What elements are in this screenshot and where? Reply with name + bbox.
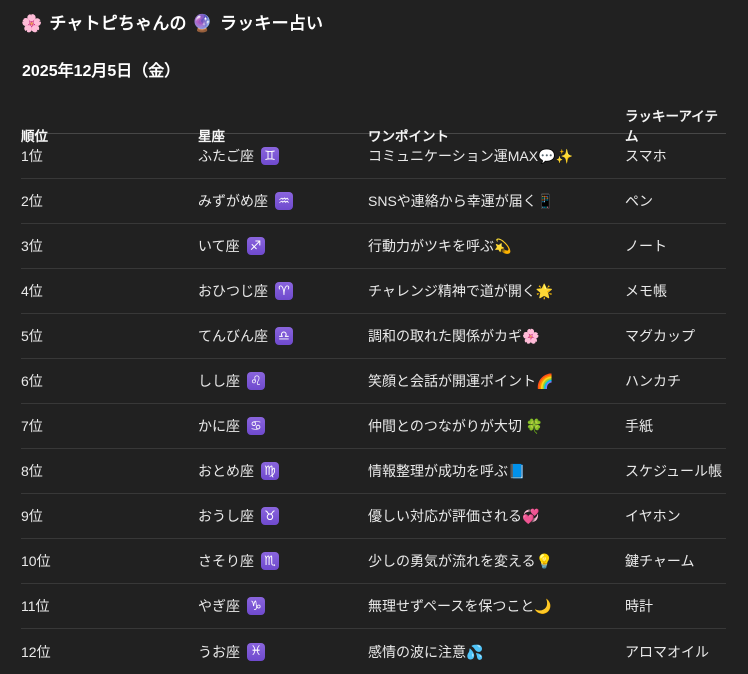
table-row: 12位 うお座 ♓ 感情の波に注意💦 アロマオイル [21,629,726,674]
item-cell: ハンカチ [625,373,681,389]
fortune-table: 順位 星座 ワンポイント ラッキーアイテム 1位 ふたご座 ♊ コミュニケーショ… [21,96,726,674]
sign-name: おとめ座 [198,463,254,479]
page-title-text: チャトピちゃんの [49,14,187,33]
table-row: 8位 おとめ座 ♍ 情報整理が成功を呼ぶ📘 スケジュール帳 [21,449,726,494]
table-row: 7位 かに座 ♋ 仲間とのつながりが大切 🍀 手紙 [21,404,726,449]
point-cell: 感情の波に注意💦 [368,643,484,660]
item-cell: マグカップ [625,328,695,344]
rank-cell: 6位 [21,373,43,389]
column-header-item: ラッキーアイテム [625,109,719,144]
point-cell: 優しい対応が評価される💞 [368,508,540,524]
point-cell: 笑顔と会話が開運ポイント🌈 [368,373,554,389]
table-row: 3位 いて座 ♐ 行動力がツキを呼ぶ💫 ノート [21,224,726,269]
sign-name: しし座 [198,373,240,389]
sign-cell: おひつじ座 ♈ [198,281,368,301]
libra-zodiac-icon: ♎ [275,327,293,345]
table-row: 1位 ふたご座 ♊ コミュニケーション運MAX💬✨ スマホ [21,134,726,179]
sign-name: みずがめ座 [198,193,268,209]
point-cell: チャレンジ精神で道が開く🌟 [368,283,554,299]
rank-cell: 10位 [21,553,51,569]
aries-zodiac-icon: ♈ [275,282,293,300]
table-header-row: 順位 星座 ワンポイント ラッキーアイテム [21,96,726,144]
gemini-zodiac-icon: ♊ [261,147,279,165]
point-cell: 少しの勇気が流れを変える💡 [368,553,554,569]
sagittarius-zodiac-icon: ♐ [246,237,265,255]
point-cell: 情報整理が成功を呼ぶ📘 [368,463,526,479]
virgo-zodiac-icon: ♍ [261,462,279,480]
leo-zodiac-icon: ♌ [247,372,265,390]
sign-cell: おとめ座 ♍ [198,461,368,481]
point-cell: 調和の取れた関係がカギ🌸 [368,328,540,344]
cancer-zodiac-icon: ♋ [247,417,265,435]
scorpio-zodiac-icon: ♏ [261,552,279,570]
rank-cell: 5位 [21,328,43,344]
point-cell: コミュニケーション運MAX💬✨ [368,148,573,164]
table-row: 11位 やぎ座 ♑ 無理せずペースを保つこと🌙 時計 [21,584,726,629]
sign-cell: かに座 ♋ [198,416,368,436]
page-title: 🌸 チャトピちゃんの 🔮 ラッキー占い [21,12,726,36]
sign-name: ふたご座 [198,148,254,164]
aquarius-zodiac-icon: ♒ [275,192,293,210]
rank-cell: 2位 [21,193,43,209]
rank-cell: 11位 [21,598,50,614]
table-row: 10位 さそり座 ♏ 少しの勇気が流れを変える💡 鍵チャーム [21,539,726,584]
rank-cell: 12位 [21,643,51,660]
sign-name: おうし座 [198,508,254,524]
sign-name: おひつじ座 [198,283,268,299]
table-row: 4位 おひつじ座 ♈ チャレンジ精神で道が開く🌟 メモ帳 [21,269,726,314]
item-cell: アロマオイル [625,643,709,660]
rank-cell: 9位 [21,508,43,524]
table-row: 2位 みずがめ座 ♒ SNSや連絡から幸運が届く📱 ペン [21,179,726,224]
date-heading: 2025年12月5日（金） [22,63,181,80]
column-header-point: ワンポイント [368,129,449,144]
column-header-sign: 星座 [198,129,225,144]
item-cell: 手紙 [625,418,653,434]
rank-cell: 7位 [21,418,43,434]
taurus-zodiac-icon: ♉ [261,507,279,525]
item-cell: ペン [625,193,653,209]
column-header-rank: 順位 [21,129,48,144]
point-cell: 仲間とのつながりが大切 🍀 [368,418,544,434]
item-cell: イヤホン [625,508,681,524]
sign-name: てんびん座 [198,328,268,344]
point-cell: 無理せずペースを保つこと🌙 [368,598,552,614]
item-cell: 鍵チャーム [625,553,695,569]
rank-cell: 3位 [21,238,43,254]
table-row: 6位 しし座 ♌ 笑顔と会話が開運ポイント🌈 ハンカチ [21,359,726,404]
item-cell: ノート [625,238,667,254]
sign-name: かに座 [198,418,240,434]
pisces-zodiac-icon: ♓ [247,642,265,661]
item-cell: 時計 [625,598,653,614]
sign-cell: おうし座 ♉ [198,506,368,526]
sign-name: さそり座 [198,553,254,569]
rank-cell: 4位 [21,283,43,299]
sign-name: やぎ座 [198,598,240,614]
rank-cell: 1位 [21,148,43,164]
item-cell: スマホ [625,148,667,164]
point-cell: SNSや連絡から幸運が届く📱 [368,193,555,209]
table-row: 5位 てんびん座 ♎ 調和の取れた関係がカギ🌸 マグカップ [21,314,726,359]
point-cell: 行動力がツキを呼ぶ💫 [368,238,512,254]
sign-cell: しし座 ♌ [198,371,368,391]
item-cell: スケジュール帳 [625,463,723,479]
sign-cell: うお座 ♓ [198,642,368,662]
cherry-blossom-icon: 🌸 [21,14,43,33]
sign-cell: てんびん座 ♎ [198,326,368,346]
sign-cell: いて座 ♐ [198,236,368,256]
crystal-ball-icon: 🔮 [191,14,214,33]
item-cell: メモ帳 [625,283,667,299]
table-row: 9位 おうし座 ♉ 優しい対応が評価される💞 イヤホン [21,494,726,539]
sign-cell: ふたご座 ♊ [198,146,368,166]
sign-cell: みずがめ座 ♒ [198,191,368,211]
capricorn-zodiac-icon: ♑ [247,597,265,615]
sign-name: うお座 [198,643,240,660]
sign-cell: やぎ座 ♑ [198,596,368,616]
rank-cell: 8位 [21,463,43,479]
sign-name: いて座 [198,238,240,254]
page-title-suffix: ラッキー占い [220,14,324,33]
sign-cell: さそり座 ♏ [198,551,368,571]
